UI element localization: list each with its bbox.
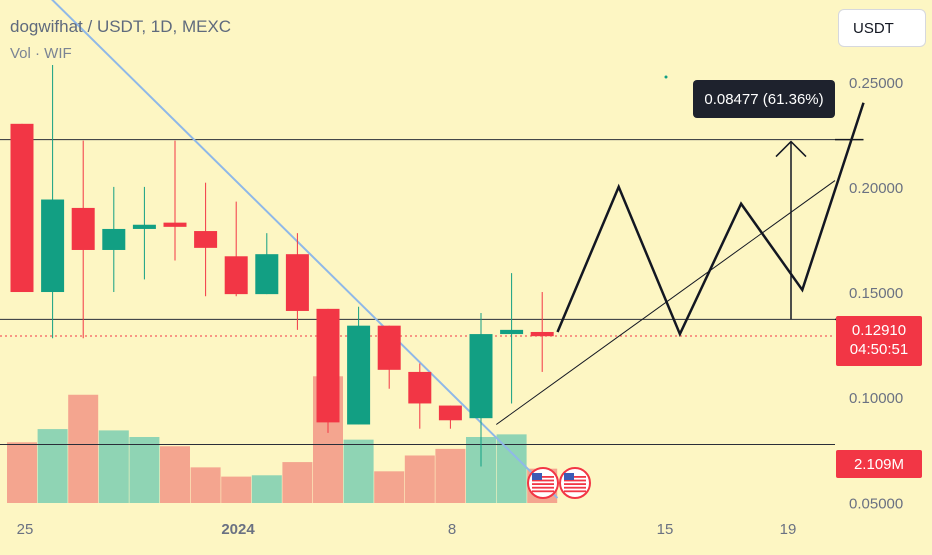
- flag-stripe: [564, 486, 586, 489]
- flag-stripe: [564, 490, 586, 493]
- y-tick-label: 0.25000: [849, 75, 903, 92]
- flag-stripe: [532, 490, 554, 493]
- candle-body: [71, 207, 95, 250]
- countdown-timer: 04:50:51: [849, 341, 909, 358]
- x-tick-label: 19: [780, 521, 797, 538]
- volume-bar: [374, 471, 405, 503]
- flag-stripe: [532, 483, 554, 485]
- candle-body: [224, 256, 248, 295]
- volume-bar: [343, 439, 374, 503]
- projection-line: [556, 102, 865, 338]
- volume-bar: [68, 394, 99, 503]
- us-flag-icon: [527, 467, 559, 499]
- y-tick-label: 0.15000: [849, 285, 903, 302]
- trendlines: [51, 0, 836, 499]
- y-tick-label: 0.10000: [849, 390, 903, 407]
- volume-bar: [37, 429, 68, 503]
- y-tick-label: 0.05000: [849, 495, 903, 512]
- candle-body: [500, 329, 524, 335]
- volume-legend: Vol · WIF: [10, 45, 72, 62]
- volume-bars: [7, 376, 558, 503]
- flag-canton: [564, 473, 574, 480]
- flag-stripe: [532, 479, 554, 482]
- volume-bar: [404, 455, 435, 503]
- candle-body: [408, 371, 432, 404]
- volume-bar: [98, 430, 129, 503]
- axes: 0.25000 0.20000 0.15000 0.10000 0.05000 25 202…: [17, 75, 904, 538]
- candle-body: [194, 231, 218, 248]
- measure-arrow-head: [775, 140, 807, 158]
- volume-bar: [221, 476, 252, 503]
- measure-label: 0.08477 (61.36%): [693, 80, 835, 118]
- flag-stripe: [532, 476, 554, 478]
- candle-body: [377, 325, 401, 370]
- flag-stripe: [564, 476, 586, 478]
- x-tick-label: 15: [657, 521, 674, 538]
- y-tick-label: 0.20000: [849, 180, 903, 197]
- volume-bar: [190, 467, 221, 503]
- flag-stripe: [564, 483, 586, 485]
- candle-body: [530, 331, 554, 337]
- volume-bar: [496, 434, 527, 503]
- volume-bar: [129, 437, 160, 503]
- horizontal-levels: [0, 139, 835, 445]
- projection-dot: [664, 75, 668, 79]
- volume-bar: [251, 475, 282, 503]
- x-tick-label: 2024: [221, 521, 255, 538]
- currency-button[interactable]: USDT: [838, 9, 926, 47]
- flag-canton: [532, 473, 542, 480]
- x-tick-label: 8: [448, 521, 456, 538]
- candle-body: [285, 254, 309, 311]
- candle-body: [255, 254, 279, 295]
- candle-body: [41, 199, 65, 293]
- volume-bar: [435, 448, 466, 503]
- candle-body: [132, 224, 156, 229]
- flag-stripe: [564, 479, 586, 482]
- candles: [10, 64, 554, 467]
- last-price-badge: 0.12910 04:50:51: [836, 316, 922, 366]
- candle-body: [316, 308, 340, 423]
- x-tick-label: 25: [17, 521, 34, 538]
- volume-bar: [282, 462, 313, 503]
- candle-body: [10, 123, 34, 293]
- candle-body: [438, 405, 462, 421]
- last-price-value: 0.12910: [851, 322, 907, 339]
- volume-bar: [160, 446, 190, 503]
- economic-events: [527, 467, 591, 499]
- candle-body: [102, 228, 126, 250]
- candle-body: [163, 222, 187, 227]
- volume-badge: 2.109M: [836, 450, 922, 478]
- us-flag-icon: [559, 467, 591, 499]
- symbol-title: dogwifhat / USDT, 1D, MEXC: [10, 17, 232, 36]
- volume-bar: [7, 442, 37, 503]
- projection-path: [556, 75, 865, 338]
- flag-stripe: [532, 486, 554, 489]
- candle-body: [347, 325, 371, 425]
- candle-body: [469, 334, 493, 419]
